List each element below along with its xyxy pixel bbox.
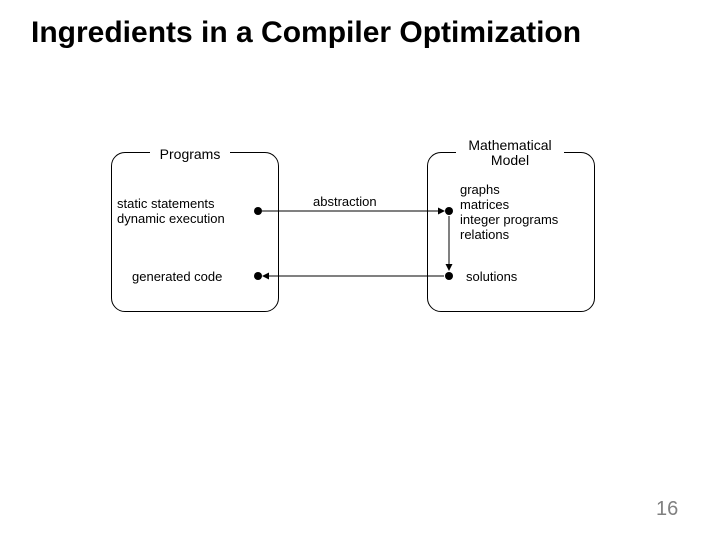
left-box-title: Programs (150, 146, 230, 162)
left-box (111, 152, 279, 312)
right-dot-bottom (445, 272, 453, 280)
right-box-content-bottom: solutions (466, 270, 517, 285)
slide: Ingredients in a Compiler Optimization P… (0, 0, 720, 540)
right-dot-top (445, 207, 453, 215)
right-box-content-top: graphs matrices integer programs relatio… (460, 183, 558, 243)
right-box-title: Mathematical Model (456, 138, 564, 170)
left-box-content-bottom: generated code (132, 270, 222, 285)
page-number: 16 (656, 498, 678, 521)
abstraction-label: abstraction (313, 195, 377, 210)
left-dot-top (254, 207, 262, 215)
page-title: Ingredients in a Compiler Optimization (31, 16, 581, 50)
left-box-content-top: static statements dynamic execution (117, 197, 225, 227)
left-dot-bottom (254, 272, 262, 280)
connectors (0, 0, 720, 540)
